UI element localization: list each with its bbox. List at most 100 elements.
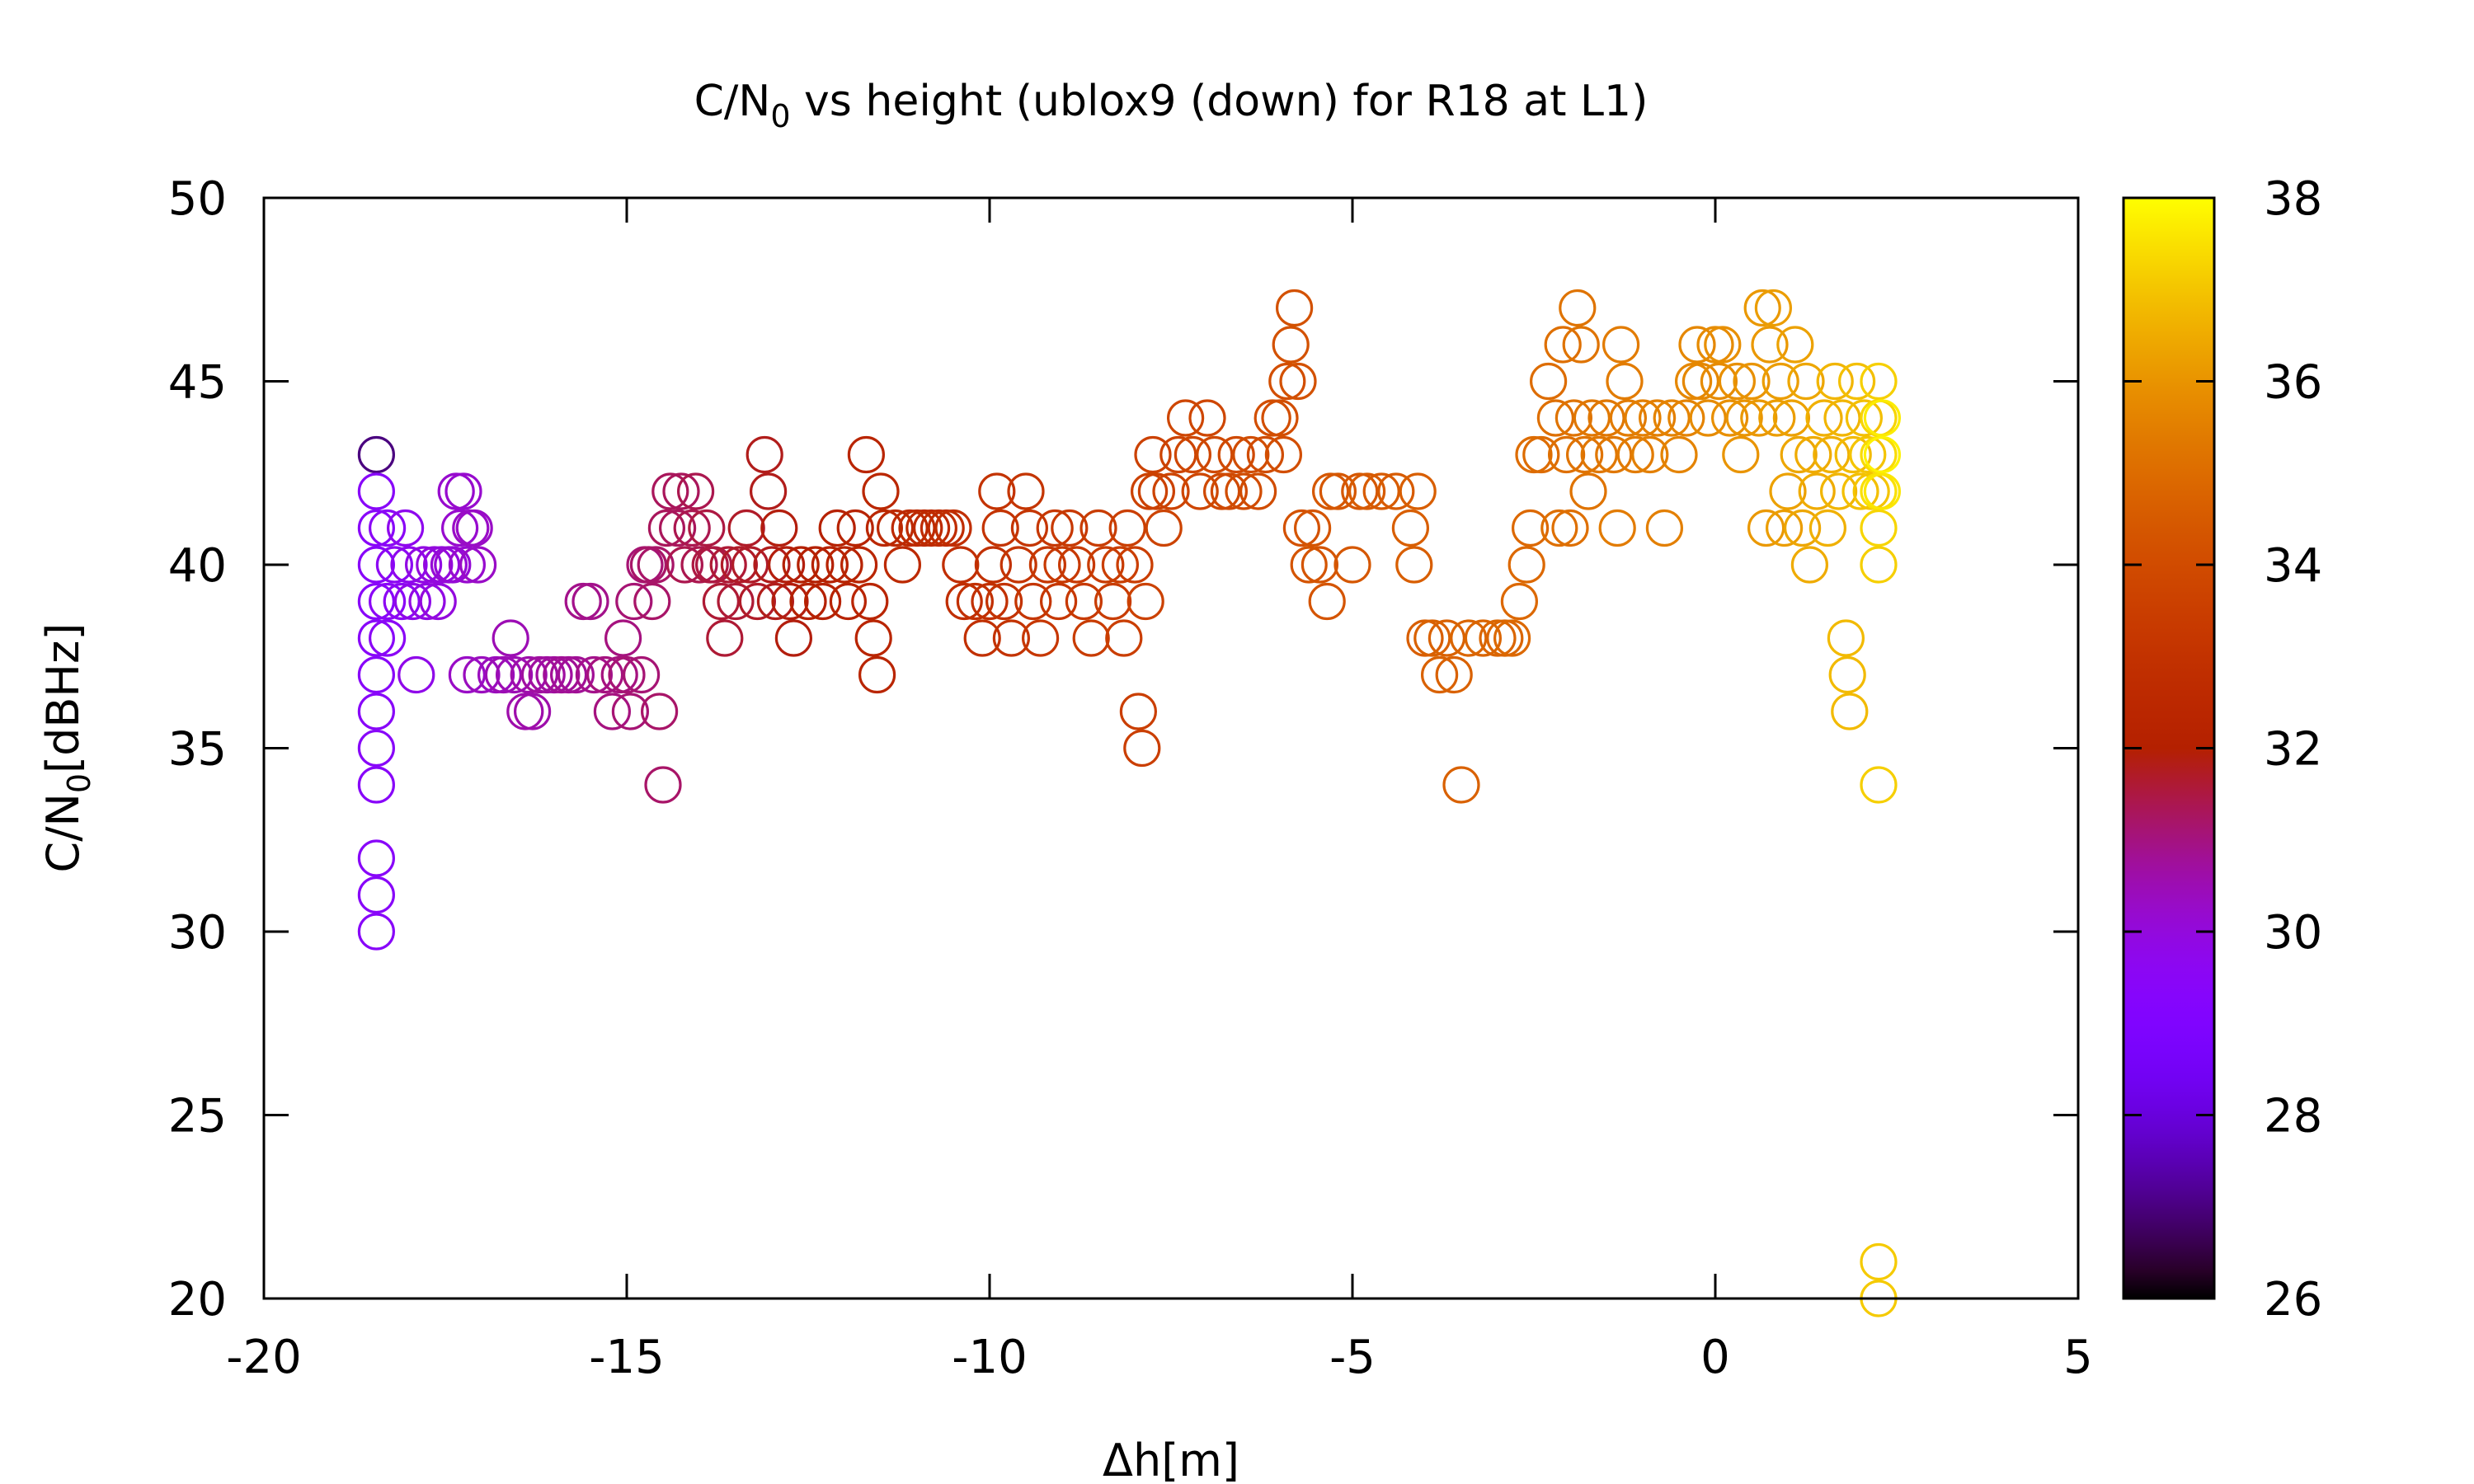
data-point xyxy=(1116,546,1154,584)
data-point xyxy=(811,546,849,584)
data-point xyxy=(1293,509,1332,547)
data-point xyxy=(666,546,704,584)
data-point xyxy=(510,655,548,694)
data-point xyxy=(1624,399,1662,437)
data-point xyxy=(1849,435,1887,474)
data-point xyxy=(1202,472,1241,510)
data-point xyxy=(575,655,614,694)
data-point xyxy=(1232,435,1270,474)
data-point xyxy=(1863,399,1901,437)
data-point xyxy=(1808,509,1846,547)
data-point xyxy=(1145,509,1183,547)
data-point xyxy=(1406,619,1444,657)
data-point xyxy=(1057,546,1096,584)
data-point xyxy=(749,472,788,510)
data-point xyxy=(818,509,856,547)
data-point xyxy=(1780,435,1818,474)
data-point xyxy=(455,509,493,547)
data-point xyxy=(1794,435,1832,474)
data-point xyxy=(1704,326,1742,364)
data-point xyxy=(1863,472,1901,510)
data-point xyxy=(1569,472,1607,510)
data-point xyxy=(1751,326,1789,364)
data-point xyxy=(1087,546,1125,584)
data-point xyxy=(676,472,715,510)
data-point xyxy=(1039,582,1078,621)
data-point xyxy=(1754,289,1792,327)
data-point xyxy=(1845,399,1883,437)
data-point xyxy=(1079,509,1117,547)
x-tick-label: -5 xyxy=(1329,1331,1376,1384)
data-point xyxy=(1860,766,1898,804)
data-point xyxy=(1772,399,1810,437)
data-point xyxy=(1816,362,1854,401)
data-point xyxy=(706,619,744,657)
colorbar-tick-label: 36 xyxy=(2264,356,2322,410)
data-point xyxy=(927,509,965,547)
data-point xyxy=(688,509,726,547)
data-point xyxy=(1841,472,1879,510)
data-point xyxy=(1711,399,1749,437)
data-point xyxy=(1852,472,1890,510)
data-point xyxy=(1606,362,1644,401)
data-point xyxy=(495,655,534,694)
data-point xyxy=(854,619,892,657)
data-point xyxy=(408,582,446,621)
data-point xyxy=(1718,362,1756,401)
data-point xyxy=(1051,509,1089,547)
data-point xyxy=(387,509,425,547)
data-point xyxy=(369,619,407,657)
data-point xyxy=(357,509,395,547)
data-point xyxy=(357,729,395,768)
data-point xyxy=(934,509,972,547)
data-point xyxy=(1105,619,1143,657)
data-point xyxy=(971,582,1009,621)
data-point xyxy=(1511,509,1550,547)
data-point xyxy=(1188,399,1226,437)
data-point xyxy=(992,619,1031,657)
data-point xyxy=(865,509,904,547)
data-point xyxy=(1010,509,1049,547)
data-point xyxy=(543,655,581,694)
data-point xyxy=(942,546,980,584)
data-point xyxy=(1529,362,1568,401)
y-axis-label-subscript: 0 xyxy=(61,773,97,793)
data-point xyxy=(1805,399,1843,437)
data-point xyxy=(357,913,395,951)
data-point xyxy=(858,655,896,694)
y-axis-label-rest: [dBHz] xyxy=(37,623,89,773)
data-point xyxy=(357,655,395,694)
data-point xyxy=(1675,362,1713,401)
y-tick-label: 50 xyxy=(168,172,227,226)
data-point xyxy=(1479,619,1517,657)
data-point xyxy=(731,546,769,584)
data-point xyxy=(390,546,428,584)
data-point xyxy=(1602,326,1640,364)
y-tick-label: 25 xyxy=(168,1090,227,1144)
data-point xyxy=(1595,435,1633,474)
data-point xyxy=(753,546,791,584)
data-point xyxy=(1838,362,1876,401)
data-point xyxy=(1300,546,1339,584)
data-point xyxy=(1246,435,1285,474)
data-point xyxy=(549,655,588,694)
data-point xyxy=(981,509,1019,547)
data-point xyxy=(640,693,679,730)
data-point xyxy=(1660,435,1698,474)
data-point xyxy=(1667,399,1705,437)
data-point xyxy=(840,546,878,584)
data-point xyxy=(633,582,671,621)
x-tick-label: 0 xyxy=(1700,1331,1730,1384)
data-point xyxy=(771,582,809,621)
data-point xyxy=(1834,435,1872,474)
data-point xyxy=(1413,619,1451,657)
data-point xyxy=(1515,435,1553,474)
data-point xyxy=(644,766,682,804)
data-point xyxy=(727,509,765,547)
data-point xyxy=(393,582,431,621)
data-point xyxy=(1689,399,1727,437)
data-point xyxy=(702,582,741,621)
data-point xyxy=(1678,326,1716,364)
data-point xyxy=(586,655,624,694)
data-point xyxy=(513,693,552,730)
